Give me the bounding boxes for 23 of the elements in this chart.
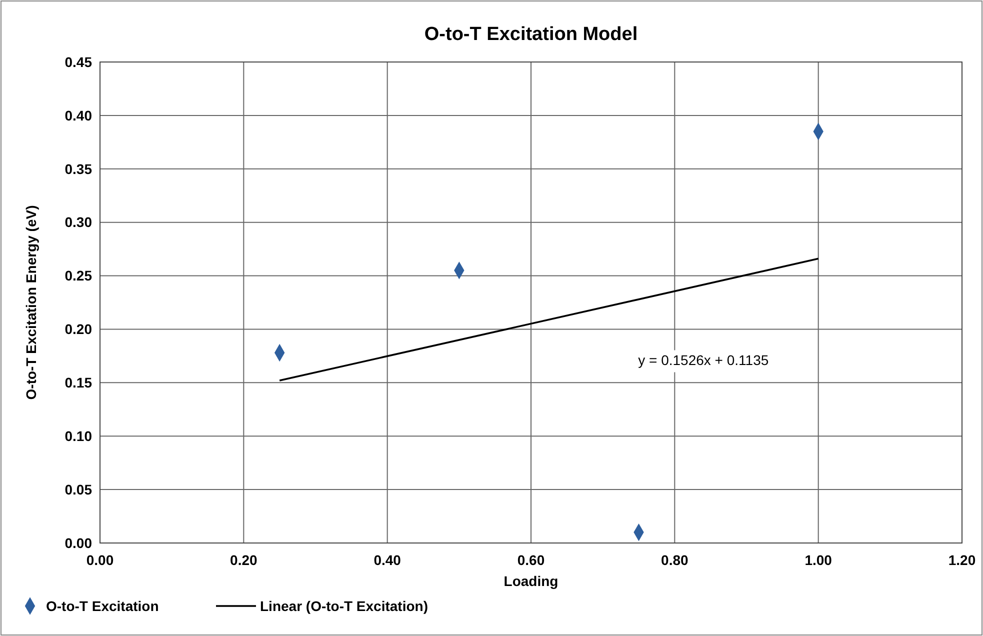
x-tick-label: 0.80: [661, 552, 689, 568]
y-tick-label: 0.30: [64, 214, 92, 230]
y-tick-label: 0.00: [64, 534, 92, 551]
x-axis-title: Loading: [504, 573, 558, 589]
y-axis-title: O-to-T Excitation Energy (eV): [23, 205, 39, 400]
legend-label: O-to-T Excitation: [46, 598, 159, 614]
x-tick-label: 1.00: [804, 552, 832, 568]
x-tick-label: 0.60: [517, 552, 545, 568]
x-tick-label: 1.20: [948, 552, 976, 568]
annotation: y = 0.1526x + 0.1135: [638, 352, 769, 368]
x-tick-label: 0.40: [374, 552, 402, 568]
y-tick-label: 0.35: [64, 160, 92, 177]
chart-title: O-to-T Excitation Model: [424, 24, 638, 45]
y-tick-label: 0.10: [64, 428, 92, 444]
x-tick-label: 0.20: [230, 552, 258, 568]
y-tick-label: 0.05: [64, 481, 92, 498]
legend-label: Linear (O-to-T Excitation): [260, 598, 428, 614]
y-tick-label: 0.15: [64, 374, 92, 391]
y-tick-label: 0.25: [64, 268, 92, 284]
y-tick-label: 0.40: [64, 107, 92, 124]
y-tick-label: 0.20: [64, 321, 92, 338]
y-tick-label: 0.45: [64, 54, 92, 70]
x-tick-label: 0.00: [86, 552, 114, 568]
